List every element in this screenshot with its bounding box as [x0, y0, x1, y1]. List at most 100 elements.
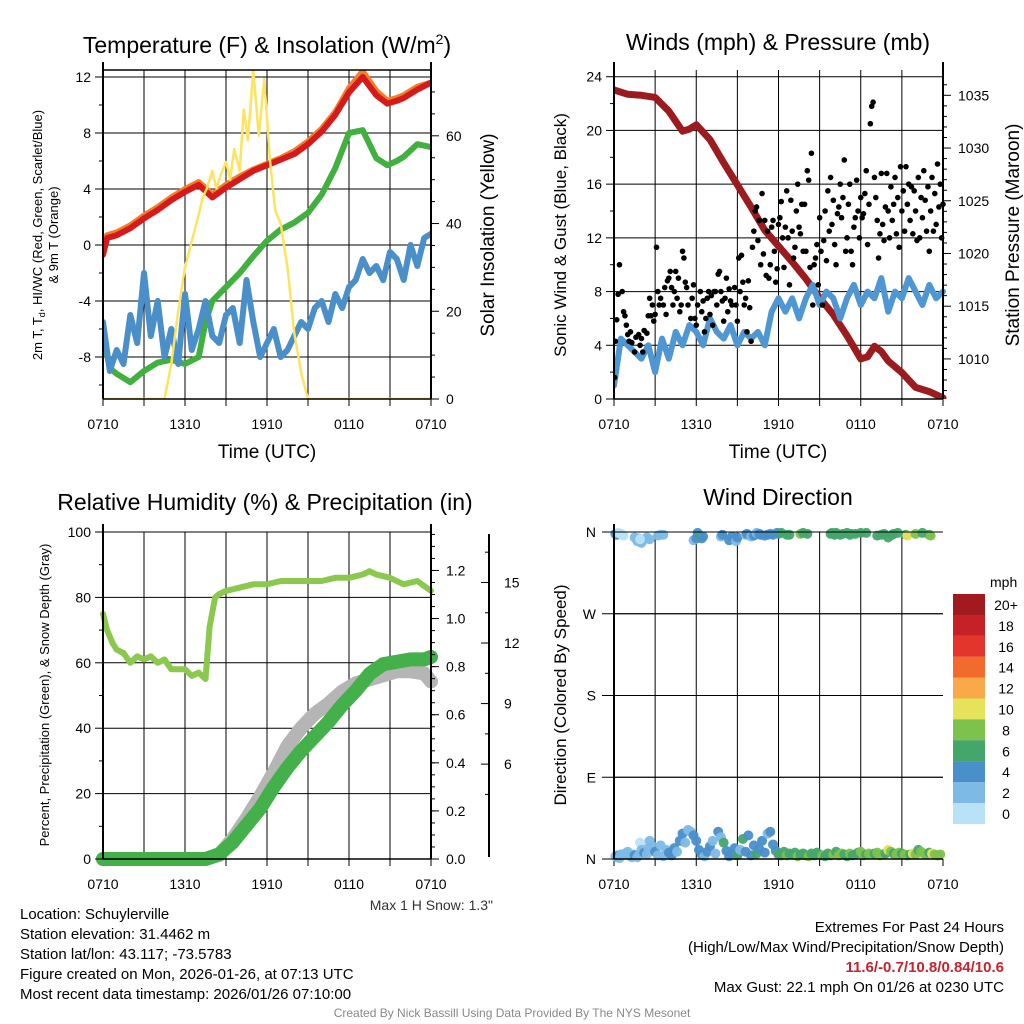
chart-title-end: ) [443, 32, 451, 58]
gust-point [759, 190, 765, 197]
station-latlon: Station lat/lon: 43.117; -73.5783 [20, 946, 232, 963]
gust-point [657, 295, 664, 302]
gust-point [825, 188, 831, 194]
chart-title: Relative Humidity (%) & Precipitation (i… [57, 489, 472, 515]
legend-label: 20+ [994, 597, 1018, 613]
gust-point [783, 188, 790, 194]
gust-point [882, 204, 889, 210]
y2-tick-label: 0.2 [446, 803, 466, 819]
gust-point [646, 295, 653, 302]
series-2m-td [103, 127, 431, 386]
y3-tick-label: 15 [504, 574, 520, 590]
series-solar-insolation [103, 70, 431, 399]
y2-tick-label: 1015 [958, 298, 989, 314]
y-axis-label-a: 2m T, T [30, 317, 45, 360]
gust-point [753, 204, 760, 210]
y-tick-label: 40 [75, 720, 91, 736]
chart-title-text: Temperature (F) & Insolation (W/m [83, 32, 436, 58]
gust-point [681, 255, 687, 261]
gust-point [756, 217, 763, 224]
gust-point [910, 231, 916, 237]
y2-tick-label: 0.0 [446, 851, 466, 867]
y2-tick-label: 40 [446, 216, 462, 232]
y3-tick-label: 6 [504, 756, 512, 772]
gust-point [792, 244, 798, 251]
legend-label: 4 [1002, 764, 1010, 780]
gust-point [764, 228, 771, 234]
y-tick-label: E [587, 769, 596, 785]
gust-point [760, 251, 767, 257]
gust-point [814, 241, 820, 248]
gust-point [694, 302, 701, 308]
gust-point [638, 335, 645, 342]
gust-point [701, 329, 708, 335]
temperature-series [103, 70, 431, 399]
gust-point [652, 311, 658, 318]
gust-point [742, 295, 749, 302]
gust-point [842, 248, 849, 255]
x-axis-label: Time (UTC) [729, 442, 828, 463]
gust-point [629, 339, 635, 346]
gust-point [731, 284, 738, 291]
gust-point [685, 302, 691, 308]
wind-chart: Winds (mph) & Pressure (mb) 0 4 8 12 16 20 24 10… [551, 29, 1024, 463]
direction-points [610, 527, 946, 864]
direction-point [902, 530, 913, 541]
legend-swatch [953, 614, 985, 636]
y2-tick-label: 1.2 [446, 562, 466, 578]
gust-point [819, 302, 826, 308]
gust-point [751, 228, 757, 234]
gust-point [737, 288, 743, 295]
x-tick-label: 1910 [251, 876, 282, 892]
gust-point [734, 318, 741, 324]
gust-point [716, 268, 723, 275]
gust-point [690, 282, 697, 288]
legend-swatch [953, 740, 985, 762]
legend-label: 12 [998, 681, 1014, 697]
temperature-chart: Temperature (F) & Insolation (W/m2) -8 -4 0… [30, 31, 499, 463]
gust-point [707, 311, 713, 318]
y-axis-label: Direction (Colored By Speed) [551, 584, 570, 805]
x-tick-label: 0710 [415, 416, 446, 432]
gust-point [704, 295, 711, 302]
gust-point [635, 331, 642, 338]
gust-point [870, 99, 876, 106]
extremes-panel: Extremes For Past 24 Hours (High/Low/Max… [688, 918, 1004, 998]
x-tick-label: 1310 [169, 416, 200, 432]
gust-point [793, 208, 800, 214]
direction-point [935, 849, 946, 860]
gust-point [712, 288, 719, 295]
gust-point [772, 279, 779, 285]
gust-point [678, 302, 684, 308]
direction-point [644, 534, 655, 545]
legend-label: 16 [998, 639, 1014, 655]
gust-point [794, 181, 801, 187]
gust-point [663, 311, 669, 318]
y2-tick-label: 1010 [958, 351, 989, 367]
y3-tick-label: 12 [504, 635, 520, 651]
gust-point [741, 302, 748, 308]
y-tick-label: 20 [75, 786, 91, 802]
x-tick-label: 0110 [846, 876, 876, 892]
gust-point [833, 261, 839, 268]
gust-point [848, 248, 854, 255]
gust-point [927, 208, 934, 214]
gust-point [775, 221, 782, 228]
legend-swatch [953, 782, 985, 804]
gust-point [682, 279, 689, 285]
y-tick-label: 0 [594, 391, 602, 407]
gust-point [853, 177, 860, 183]
y2-tick-label: 1020 [958, 245, 989, 261]
gust-point [849, 261, 856, 268]
gust-point [892, 174, 898, 181]
gust-point [899, 208, 905, 214]
gust-point [856, 235, 863, 241]
gust-point [692, 315, 698, 322]
station-location: Location: Schuylerville [20, 906, 170, 923]
series-2m-t [103, 74, 431, 258]
gust-point [745, 278, 752, 284]
gust-point [809, 302, 816, 308]
gust-point [896, 244, 902, 251]
gust-point [697, 288, 704, 295]
y-tick-label: 24 [586, 69, 602, 85]
